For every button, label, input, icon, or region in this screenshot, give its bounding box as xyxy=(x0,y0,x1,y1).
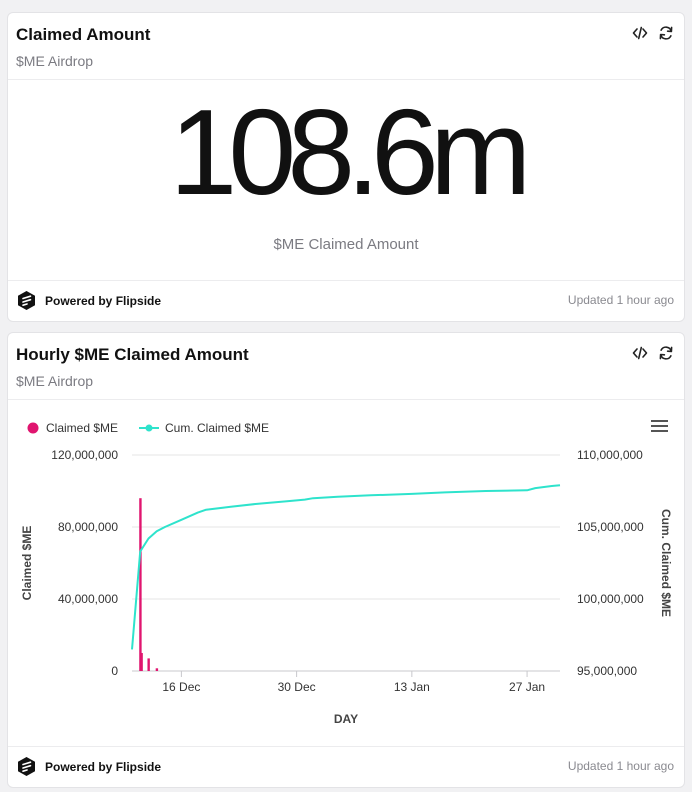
y-left-axis-title: Claimed $ME xyxy=(20,526,34,601)
flipside-brand-link[interactable]: Powered by Flipside xyxy=(16,290,161,311)
y-left-tick-label: 40,000,000 xyxy=(58,592,118,606)
code-icon[interactable] xyxy=(632,25,648,41)
flipside-logo-icon xyxy=(18,757,35,776)
x-tick-label: 13 Jan xyxy=(394,680,430,694)
card-title: Hourly $ME Claimed Amount xyxy=(16,345,249,364)
chart-menu-icon[interactable] xyxy=(651,420,668,433)
refresh-icon[interactable] xyxy=(658,345,674,361)
x-axis-title: DAY xyxy=(334,712,358,726)
legend-marker-claimed xyxy=(27,422,39,434)
legend-label-claimed: Claimed $ME xyxy=(46,421,118,435)
y-right-tick-label: 105,000,000 xyxy=(577,520,644,534)
x-tick-label: 30 Dec xyxy=(278,680,316,694)
updated-timestamp: Updated 1 hour ago xyxy=(567,293,674,307)
y-right-tick-label: 100,000,000 xyxy=(577,592,644,606)
updated-timestamp: Updated 1 hour ago xyxy=(567,759,674,773)
cumulative-line xyxy=(131,484,561,650)
legend-label-cumulative: Cum. Claimed $ME xyxy=(165,421,269,435)
claimed-bar xyxy=(155,668,159,671)
chart-svg: 0 95,000,000 40,000,000 100,000,000 80,000,0… xyxy=(20,421,673,726)
x-tick-label: 27 Jan xyxy=(509,680,545,694)
y-right-tick-label: 95,000,000 xyxy=(577,664,637,678)
card-footer: Powered by Flipside Updated 1 hour ago xyxy=(8,746,684,787)
card-header: Claimed Amount $ME Airdrop xyxy=(8,13,684,80)
y-left-tick-label: 80,000,000 xyxy=(58,520,118,534)
legend-marker-cumulative xyxy=(145,424,153,432)
card-subtitle: $ME Airdrop xyxy=(16,373,94,389)
flipside-brand-link[interactable]: Powered by Flipside xyxy=(16,756,161,777)
y-left-tick-label: 120,000,000 xyxy=(51,448,118,462)
claimed-bar xyxy=(140,653,143,671)
refresh-icon[interactable] xyxy=(658,25,674,41)
x-tick-label: 16 Dec xyxy=(162,680,200,694)
claimed-bar xyxy=(139,498,142,671)
claimed-amount-label: $ME Claimed Amount xyxy=(273,236,419,253)
y-left-tick-label: 0 xyxy=(111,664,118,678)
flipside-logo-icon xyxy=(18,291,35,310)
powered-by-label: Powered by Flipside xyxy=(45,759,162,774)
card-title: Claimed Amount xyxy=(16,25,151,44)
code-icon[interactable] xyxy=(632,345,648,361)
claimed-amount-card: Claimed Amount $ME Airdrop 108.6m $ME Cl… xyxy=(7,12,685,322)
card-header: Hourly $ME Claimed Amount $ME Airdrop xyxy=(8,333,684,400)
card-subtitle: $ME Airdrop xyxy=(16,53,94,69)
y-right-tick-label: 110,000,000 xyxy=(577,448,643,462)
hourly-claimed-chart-card: Hourly $ME Claimed Amount $ME Airdrop 0 9… xyxy=(7,332,685,788)
card-footer: Powered by Flipside Updated 1 hour ago xyxy=(8,280,684,321)
y-right-axis-title: Cum. Claimed $ME xyxy=(659,509,673,617)
claimed-amount-value: 108.6m xyxy=(169,84,532,220)
claimed-bar xyxy=(147,658,150,671)
powered-by-label: Powered by Flipside xyxy=(45,293,162,308)
